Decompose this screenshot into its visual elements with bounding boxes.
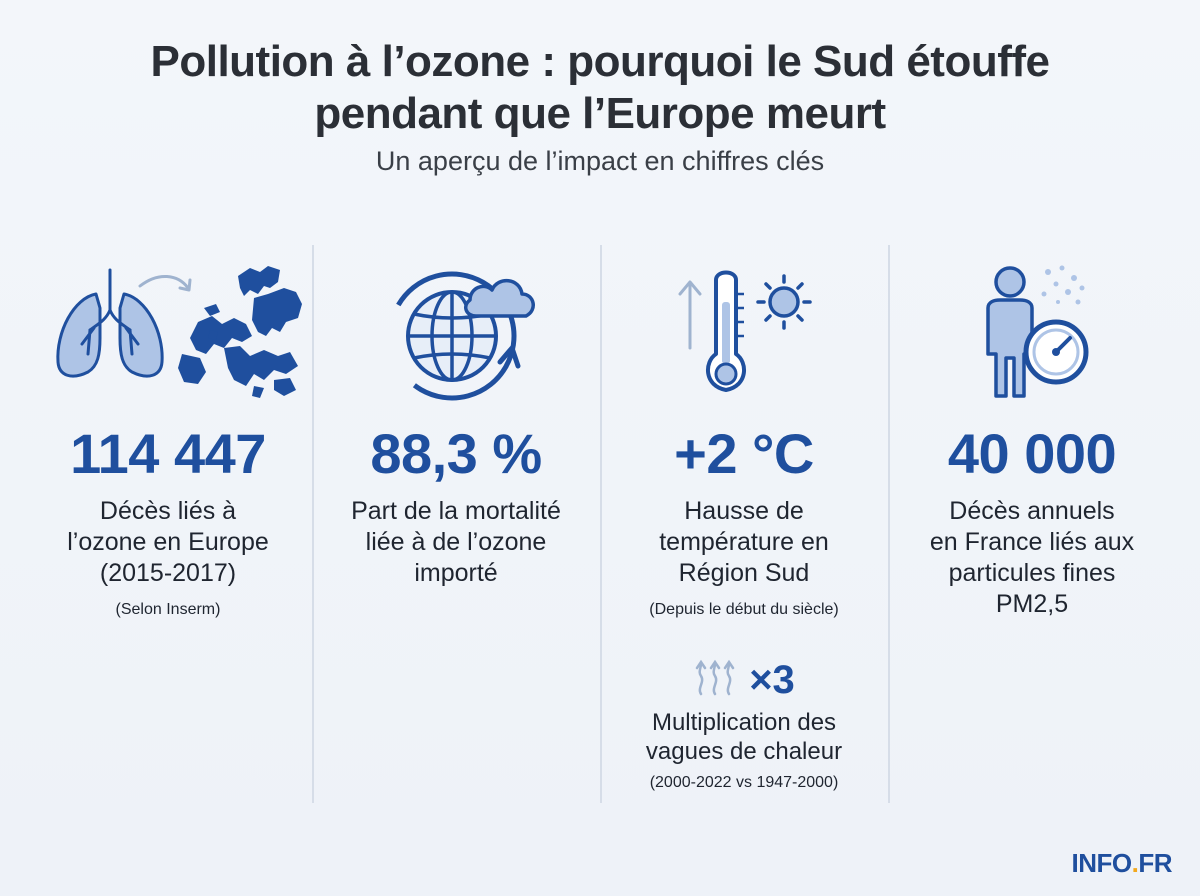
stat-card-imported-ozone: 88,3 % Part de la mortalité liée à de l’… xyxy=(316,258,596,589)
title-line-2: pendant que l’Europe meurt xyxy=(314,89,886,138)
stat-card-temperature: +2 °C Hausse de température en Région Su… xyxy=(604,258,884,619)
person-gauge-icon xyxy=(892,258,1172,408)
stat-description: Décès annuels en France liés aux particu… xyxy=(892,496,1172,620)
brand-logo: INFO.FR xyxy=(1071,848,1172,879)
description-line: Décès annuels xyxy=(949,497,1115,525)
description-line: liée à de l’ozone xyxy=(365,528,547,556)
stat-value: 40 000 xyxy=(947,422,1117,485)
title-line-1: Pollution à l’ozone : pourquoi le Sud ét… xyxy=(150,37,1051,86)
stat-card-heatwaves: ×3 Multiplication des vagues de chaleur … xyxy=(604,658,884,792)
description-line: importé xyxy=(414,559,498,587)
description-line: Part de la mortalité xyxy=(351,497,561,525)
heatwaves-description: Multiplication des vagues de chaleur xyxy=(604,708,884,766)
description-line: Région Sud xyxy=(678,559,810,587)
description-line: Hausse de xyxy=(684,497,804,525)
stat-description: Part de la mortalité liée à de l’ozone i… xyxy=(316,496,596,589)
brand-dot: . xyxy=(1131,848,1139,878)
stat-description: Hausse de température en Région Sud xyxy=(604,496,884,589)
description-line: particules fines xyxy=(948,559,1116,587)
description-line: Multiplication des xyxy=(651,709,837,736)
stat-source-note: (Depuis le début du siècle) xyxy=(649,601,839,618)
description-line: en France liés aux xyxy=(929,528,1135,556)
stat-value: +2 °C xyxy=(674,422,814,485)
description-line: l’ozone en Europe xyxy=(67,528,269,556)
heat-waves-icon xyxy=(693,658,739,703)
page-title: Pollution à l’ozone : pourquoi le Sud ét… xyxy=(0,36,1200,140)
column-divider xyxy=(312,245,314,803)
heatwaves-multiplier: ×3 xyxy=(749,657,795,702)
description-line: vagues de chaleur xyxy=(645,738,843,765)
description-line: PM2,5 xyxy=(995,590,1069,618)
globe-cloud-icon xyxy=(316,258,596,408)
stat-value: 114 447 xyxy=(70,422,266,485)
description-line: température en xyxy=(659,528,829,556)
brand-tld: FR xyxy=(1138,848,1172,878)
brand-name: INFO xyxy=(1071,848,1132,878)
thermometer-sun-icon xyxy=(604,258,884,408)
heatwaves-period-note: (2000-2022 vs 1947-2000) xyxy=(649,774,839,791)
lungs-to-europe-map-icon xyxy=(28,258,308,408)
column-divider xyxy=(888,245,890,803)
stat-value: 88,3 % xyxy=(370,422,542,485)
description-line: (2015-2017) xyxy=(99,559,237,587)
stat-description: Décès liés à l’ozone en Europe (2015-201… xyxy=(28,496,308,589)
stat-card-pm25-deaths: 40 000 Décès annuels en France liés aux … xyxy=(892,258,1172,620)
page-subtitle: Un aperçu de l’impact en chiffres clés xyxy=(375,146,825,176)
description-line: Décès liés à xyxy=(99,497,237,525)
stat-card-ozone-deaths: 114 447 Décès liés à l’ozone en Europe (… xyxy=(28,258,308,619)
column-divider xyxy=(600,245,602,803)
stat-source-note: (Selon Inserm) xyxy=(115,601,221,618)
